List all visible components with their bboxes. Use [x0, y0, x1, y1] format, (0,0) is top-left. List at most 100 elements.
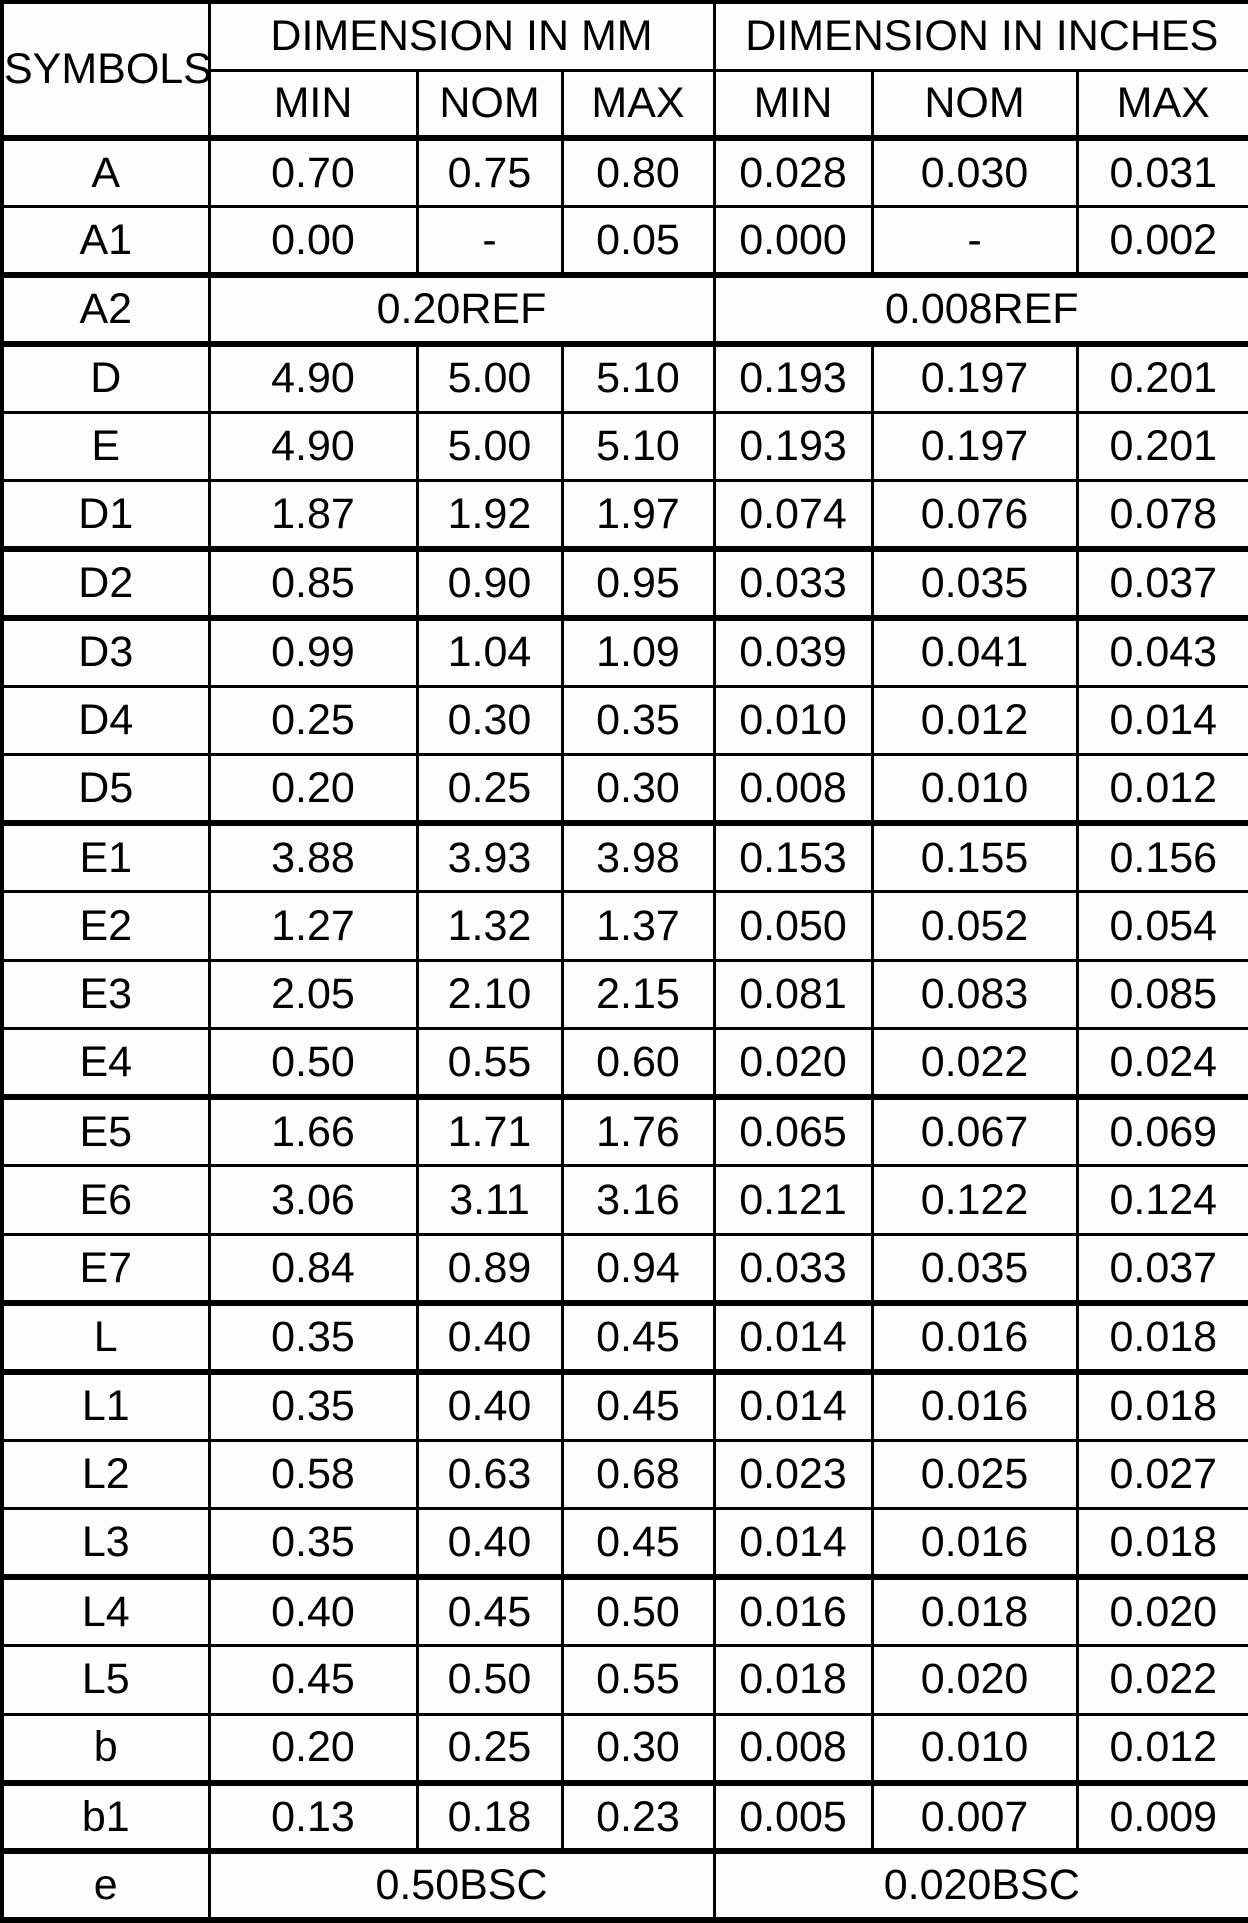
- table-row: b1 0.13 0.18 0.23 0.005 0.007 0.009: [0, 1781, 1248, 1855]
- mm-value-cell: 0.18: [415, 1781, 564, 1855]
- mm-value-cell: 3.16: [560, 1164, 716, 1236]
- mm-min-header: MIN: [207, 68, 419, 141]
- inches-value-cell: 0.083: [870, 958, 1079, 1031]
- inches-value-cell: 0.016: [870, 1370, 1079, 1442]
- inches-value-cell: 0.122: [870, 1164, 1079, 1236]
- inches-value-cell: 0.197: [870, 342, 1079, 414]
- symbols-column-header: SYMBOLS: [0, 0, 211, 141]
- table-row: D 4.90 5.00 5.10 0.193 0.197 0.201: [0, 342, 1248, 414]
- symbol-cell: L5: [0, 1644, 211, 1716]
- mm-value-cell: 5.00: [415, 410, 564, 483]
- inches-value-cell: 0.030: [870, 136, 1079, 209]
- inches-value-cell: 0.016: [870, 1301, 1079, 1375]
- inches-value-cell: 0.018: [1075, 1301, 1248, 1375]
- mm-value-cell: 3.98: [560, 821, 716, 894]
- inches-value-cell: 0.074: [712, 479, 874, 553]
- inches-value-cell: 0.020: [712, 1027, 874, 1101]
- symbol-cell: E6: [0, 1164, 211, 1236]
- group-header-row: SYMBOLS DIMENSION IN MM DIMENSION IN INC…: [0, 0, 1248, 141]
- mm-value-cell: 0.45: [560, 1507, 716, 1581]
- inches-min-header: MIN: [712, 68, 874, 141]
- inches-value-cell: 0.155: [870, 821, 1079, 894]
- mm-value-cell: 1.27: [207, 890, 419, 962]
- mm-value-cell: 0.45: [207, 1644, 419, 1716]
- table-row: A1 0.00-0.05 0.000-0.002: [0, 205, 1248, 279]
- symbol-cell: E7: [0, 1233, 211, 1307]
- inches-value-cell: 0.014: [712, 1301, 874, 1375]
- inches-value-cell: 0.010: [870, 1712, 1079, 1786]
- table-row: E4 0.50 0.55 0.60 0.020 0.022 0.024: [0, 1027, 1248, 1101]
- table-row: E2 1.27 1.32 1.37 0.050 0.052 0.054: [0, 890, 1248, 962]
- mm-value-cell: 1.87: [207, 479, 419, 553]
- inches-value-cell: -: [870, 205, 1079, 279]
- mm-value-cell: 0.58: [207, 1438, 419, 1511]
- inches-value-cell: 0.010: [712, 684, 874, 757]
- table-row: A 0.70 0.75 0.80 0.028 0.030 0.031: [0, 136, 1248, 209]
- inches-value-cell: 0.020: [870, 1644, 1079, 1716]
- mm-value-cell: 0.50: [207, 1027, 419, 1101]
- inches-value-cell: 0.156: [1075, 821, 1248, 894]
- symbol-cell: A1: [0, 205, 211, 279]
- mm-value-cell: 0.35: [207, 1370, 419, 1442]
- inches-value-cell: 0.039: [712, 616, 874, 688]
- inches-span-value-cell: 0.008REF: [712, 273, 1248, 347]
- inches-value-cell: 0.193: [712, 342, 874, 414]
- symbol-cell: L2: [0, 1438, 211, 1511]
- inches-value-cell: 0.002: [1075, 205, 1248, 279]
- mm-span-value-cell: 0.50BSC: [207, 1849, 716, 1923]
- table-row: L5 0.45 0.50 0.55 0.018 0.020 0.022: [0, 1644, 1248, 1716]
- mm-value-cell: 1.97: [560, 479, 716, 553]
- inches-value-cell: 0.027: [1075, 1438, 1248, 1511]
- inches-value-cell: 0.035: [870, 547, 1079, 621]
- inches-value-cell: 0.052: [870, 890, 1079, 962]
- mm-value-cell: 0.20: [207, 753, 419, 827]
- inches-value-cell: 0.076: [870, 479, 1079, 553]
- inches-value-cell: 0.014: [712, 1370, 874, 1442]
- table-row: E6 3.06 3.11 3.16 0.121 0.122 0.124: [0, 1164, 1248, 1236]
- inches-value-cell: 0.043: [1075, 616, 1248, 688]
- table-row: E5 1.66 1.71 1.76 0.065 0.067 0.069: [0, 1095, 1248, 1168]
- inches-value-cell: 0.005: [712, 1781, 874, 1855]
- inches-value-cell: 0.124: [1075, 1164, 1248, 1236]
- inches-value-cell: 0.065: [712, 1095, 874, 1168]
- mm-value-cell: 5.00: [415, 342, 564, 414]
- mm-value-cell: 0.35: [560, 684, 716, 757]
- mm-value-cell: 3.06: [207, 1164, 419, 1236]
- mm-value-cell: 0.40: [207, 1575, 419, 1648]
- table-row: L3 0.35 0.40 0.45 0.014 0.016 0.018: [0, 1507, 1248, 1581]
- inches-value-cell: 0.069: [1075, 1095, 1248, 1168]
- table-body: A 0.70 0.75 0.80 0.028 0.030 0.031 A1 0.00-0.05 0…: [0, 136, 1248, 1923]
- inches-value-cell: 0.016: [712, 1575, 874, 1648]
- symbol-cell: A: [0, 136, 211, 209]
- symbol-cell: D3: [0, 616, 211, 688]
- table-row: E1 3.88 3.93 3.98 0.153 0.155 0.156: [0, 821, 1248, 894]
- inches-value-cell: 0.197: [870, 410, 1079, 483]
- inches-value-cell: 0.201: [1075, 342, 1248, 414]
- mm-value-cell: 0.80: [560, 136, 716, 209]
- symbol-cell: L1: [0, 1370, 211, 1442]
- mm-value-cell: 0.30: [560, 1712, 716, 1786]
- table-row: b 0.20 0.25 0.30 0.008 0.010 0.012: [0, 1712, 1248, 1786]
- mm-max-header: MAX: [560, 68, 716, 141]
- table-row: L2 0.58 0.63 0.68 0.023 0.025 0.027: [0, 1438, 1248, 1511]
- symbol-cell: A2: [0, 273, 211, 347]
- symbol-cell: L4: [0, 1575, 211, 1648]
- mm-value-cell: -: [415, 205, 564, 279]
- symbol-cell: E: [0, 410, 211, 483]
- inches-value-cell: 0.031: [1075, 136, 1248, 209]
- mm-value-cell: 2.15: [560, 958, 716, 1031]
- inches-value-cell: 0.067: [870, 1095, 1079, 1168]
- mm-value-cell: 0.25: [415, 1712, 564, 1786]
- mm-value-cell: 0.45: [560, 1301, 716, 1375]
- mm-value-cell: 0.55: [415, 1027, 564, 1101]
- inches-group-header: DIMENSION IN INCHES: [712, 0, 1248, 72]
- mm-value-cell: 0.45: [415, 1575, 564, 1648]
- mm-value-cell: 0.75: [415, 136, 564, 209]
- mm-value-cell: 0.35: [207, 1507, 419, 1581]
- mm-value-cell: 1.04: [415, 616, 564, 688]
- mm-value-cell: 0.13: [207, 1781, 419, 1855]
- mm-nom-header: NOM: [415, 68, 564, 141]
- table-row: E3 2.05 2.10 2.15 0.081 0.083 0.085: [0, 958, 1248, 1031]
